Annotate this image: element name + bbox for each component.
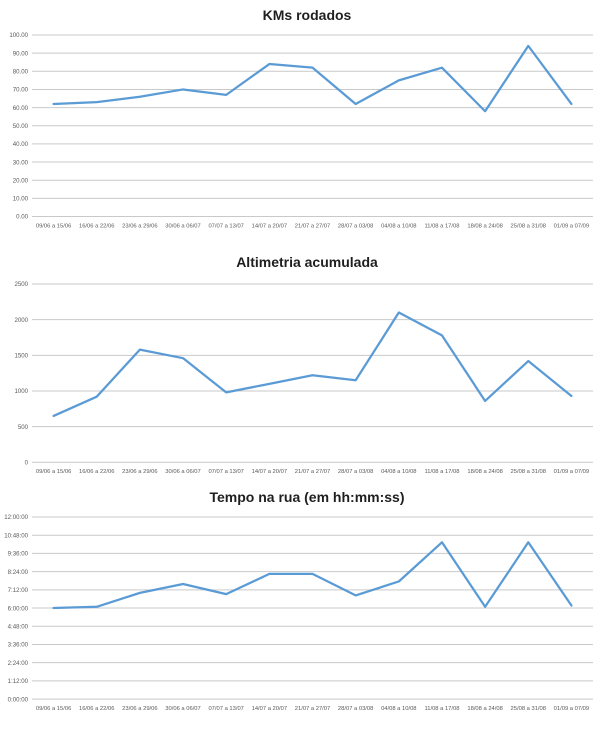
svg-text:09/06 a 15/06: 09/06 a 15/06: [36, 223, 71, 229]
svg-text:30.00: 30.00: [13, 159, 29, 166]
svg-text:1500: 1500: [14, 353, 28, 360]
svg-text:25/08 a 31/08: 25/08 a 31/08: [511, 223, 546, 229]
svg-text:3:36:00: 3:36:00: [8, 642, 29, 649]
svg-text:01/09 a 07/09: 01/09 a 07/09: [554, 469, 589, 475]
svg-text:18/08 a 24/08: 18/08 a 24/08: [467, 469, 502, 475]
svg-text:11/08 a 17/08: 11/08 a 17/08: [424, 469, 459, 475]
svg-text:11/08 a 17/08: 11/08 a 17/08: [424, 223, 459, 229]
svg-text:7:12:00: 7:12:00: [8, 587, 29, 594]
svg-text:23/06 a 29/06: 23/06 a 29/06: [122, 223, 157, 229]
svg-text:09/06 a 15/06: 09/06 a 15/06: [36, 469, 71, 475]
svg-text:25/08 a 31/08: 25/08 a 31/08: [511, 706, 546, 712]
svg-text:12:00:00: 12:00:00: [4, 514, 28, 521]
svg-text:16/06 a 22/06: 16/06 a 22/06: [79, 469, 114, 475]
svg-text:2:24:00: 2:24:00: [8, 660, 29, 667]
svg-text:21/07 a 27/07: 21/07 a 27/07: [295, 706, 330, 712]
svg-text:28/07 a 03/08: 28/07 a 03/08: [338, 469, 373, 475]
svg-text:04/08 a 10/08: 04/08 a 10/08: [381, 469, 416, 475]
svg-text:4:48:00: 4:48:00: [8, 624, 29, 631]
svg-text:80.00: 80.00: [13, 69, 29, 76]
svg-text:21/07 a 27/07: 21/07 a 27/07: [295, 469, 330, 475]
svg-text:30/06 a 06/07: 30/06 a 06/07: [165, 706, 200, 712]
svg-text:40.00: 40.00: [13, 141, 29, 148]
svg-text:2000: 2000: [14, 317, 28, 324]
svg-text:1:12:00: 1:12:00: [8, 678, 29, 685]
svg-text:90.00: 90.00: [13, 50, 29, 57]
svg-text:18/08 a 24/08: 18/08 a 24/08: [467, 706, 502, 712]
svg-text:100.00: 100.00: [9, 32, 28, 39]
svg-text:14/07 a 20/07: 14/07 a 20/07: [252, 469, 287, 475]
svg-text:30/06 a 06/07: 30/06 a 06/07: [165, 223, 200, 229]
svg-text:0:00:00: 0:00:00: [8, 697, 29, 704]
svg-text:11/08 a 17/08: 11/08 a 17/08: [424, 706, 459, 712]
svg-text:28/07 a 03/08: 28/07 a 03/08: [338, 706, 373, 712]
svg-text:25/08 a 31/08: 25/08 a 31/08: [511, 469, 546, 475]
svg-text:14/07 a 20/07: 14/07 a 20/07: [252, 706, 287, 712]
svg-text:8:24:00: 8:24:00: [8, 569, 29, 576]
svg-text:01/09 a 07/09: 01/09 a 07/09: [554, 223, 589, 229]
svg-text:9:36:00: 9:36:00: [8, 551, 29, 558]
svg-text:23/06 a 29/06: 23/06 a 29/06: [122, 469, 157, 475]
svg-text:07/07 a 13/07: 07/07 a 13/07: [208, 706, 243, 712]
svg-text:50.00: 50.00: [13, 123, 29, 130]
svg-text:04/08 a 10/08: 04/08 a 10/08: [381, 706, 416, 712]
svg-text:04/08 a 10/08: 04/08 a 10/08: [381, 223, 416, 229]
svg-text:07/07 a 13/07: 07/07 a 13/07: [208, 469, 243, 475]
svg-text:18/08 a 24/08: 18/08 a 24/08: [467, 223, 502, 229]
svg-text:10.00: 10.00: [13, 196, 29, 203]
svg-text:1000: 1000: [14, 388, 28, 395]
svg-text:30/06 a 06/07: 30/06 a 06/07: [165, 469, 200, 475]
svg-text:60.00: 60.00: [13, 105, 29, 112]
svg-text:0: 0: [25, 460, 29, 467]
svg-text:0.00: 0.00: [16, 214, 28, 221]
svg-text:2500: 2500: [14, 281, 28, 288]
svg-text:23/06 a 29/06: 23/06 a 29/06: [122, 706, 157, 712]
svg-text:500: 500: [18, 424, 29, 431]
svg-text:16/06 a 22/06: 16/06 a 22/06: [79, 706, 114, 712]
svg-text:10:48:00: 10:48:00: [4, 533, 28, 540]
svg-text:09/06 a 15/06: 09/06 a 15/06: [36, 706, 71, 712]
svg-text:01/09 a 07/09: 01/09 a 07/09: [554, 706, 589, 712]
svg-text:20.00: 20.00: [13, 177, 29, 184]
svg-text:07/07 a 13/07: 07/07 a 13/07: [208, 223, 243, 229]
svg-text:28/07 a 03/08: 28/07 a 03/08: [338, 223, 373, 229]
svg-text:16/06 a 22/06: 16/06 a 22/06: [79, 223, 114, 229]
svg-text:6:00:00: 6:00:00: [8, 606, 29, 613]
svg-text:14/07 a 20/07: 14/07 a 20/07: [252, 223, 287, 229]
svg-text:21/07 a 27/07: 21/07 a 27/07: [295, 223, 330, 229]
svg-text:70.00: 70.00: [13, 87, 29, 94]
